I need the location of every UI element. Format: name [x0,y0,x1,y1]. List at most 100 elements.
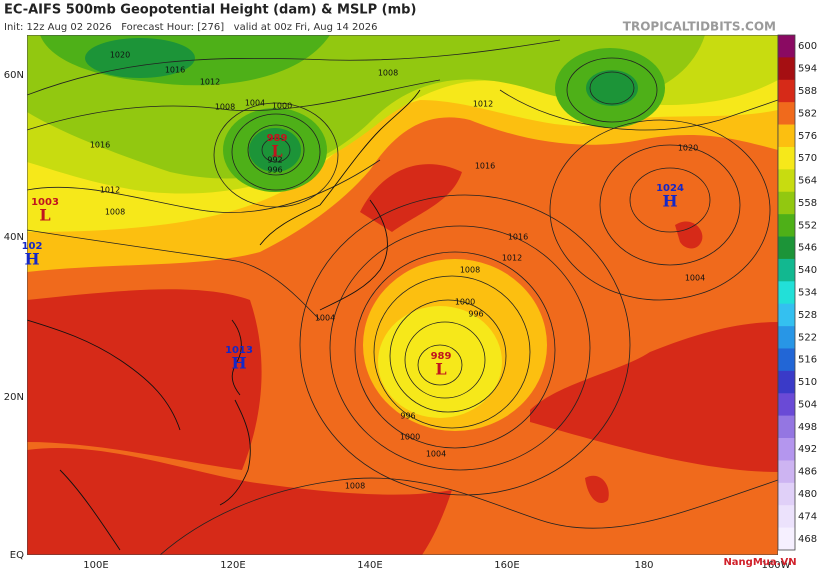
pressure-value: 989 [267,133,288,144]
isobar-label: 996 [468,310,483,319]
pressure-letter: H [231,354,246,373]
isobar-label: 1020 [110,51,130,60]
colorbar-swatch [778,415,795,439]
field-588 [530,322,778,472]
isobar-label: 996 [267,166,282,175]
field-588 [27,447,452,555]
subtitle: Init: 12z Aug 02 2026 Forecast Hour: [27… [4,22,378,33]
isobar-label: 1004 [245,99,265,108]
pressure-letter: L [39,206,50,225]
colorbar-swatch [778,102,795,125]
colorbar-label: 576 [798,131,817,142]
colorbar-label: 510 [798,377,817,388]
isobar-label: 1000 [455,298,475,307]
colorbar-label: 486 [798,467,817,478]
colorbar-label: 468 [798,534,817,545]
pressure-value: 1003 [31,197,59,208]
isobar-label: 1012 [473,100,493,109]
pressure-value: 102 [22,241,43,252]
pressure-letter: H [662,192,677,211]
colorbar-swatch [778,438,795,461]
pressure-value: 1013 [225,345,253,356]
pressure-value: 989 [431,351,452,362]
colorbar-label: 546 [798,243,817,254]
latitude-label: 20N [4,392,24,403]
colorbar-label: 534 [798,288,817,299]
pressure-letter: H [24,250,39,269]
title: EC-AIFS 500mb Geopotential Height (dam) … [4,3,416,18]
colorbar-swatch [778,258,795,282]
colorbar-label: 540 [798,265,817,276]
field-546 [586,70,638,106]
colorbar-label: 480 [798,489,817,500]
isobar-label: 1000 [400,433,420,442]
colorbar-swatch [778,281,795,304]
isobar-label: 1012 [200,78,220,87]
isobar-label: 1004 [426,450,446,459]
isobar-label: 1000 [272,102,292,111]
isobar-label: 1016 [475,162,495,171]
colorbar-label: 558 [798,198,817,209]
isobar-label: 1008 [345,482,365,491]
isobar-label: 1004 [315,314,335,323]
pressure-letter: L [271,142,282,161]
colorbar-swatch [778,35,795,58]
field-546 [85,38,195,78]
colorbar-label: 570 [798,153,817,164]
colorbar-label: 492 [798,444,817,455]
field-588 [360,164,462,232]
longitude-label: 120E [220,560,245,571]
field-570 [378,306,502,418]
isobar-label: 996 [400,412,415,421]
pressure-value: 1024 [656,183,684,194]
colorbar-swatch [778,169,795,193]
colorbar-label: 522 [798,332,817,343]
field-588 [675,221,703,249]
source: TROPICALTIDBITS.COM [623,20,776,34]
colorbar-label: 474 [798,511,817,522]
colorbar-label: 594 [798,64,817,75]
colorbar-swatch [778,214,795,237]
colorbar-swatch [778,482,795,506]
isobar-label: 1020 [678,144,698,153]
colorbar-swatch [778,326,795,349]
isobar-label: 1004 [685,274,705,283]
isobar-label: 1008 [215,103,235,112]
colorbar-swatch [778,348,795,372]
isobar-label: 1016 [165,66,185,75]
colorbar-swatch [778,393,795,416]
longitude-label: 100E [83,560,108,571]
latitude-label: EQ [10,550,24,561]
longitude-label: 180 [634,560,653,571]
pressure-letter: L [435,360,446,379]
colorbar-label: 564 [798,176,817,187]
isobar-label: 992 [267,156,282,165]
colorbar-swatch [778,57,795,81]
colorbar-label: 600 [798,41,817,52]
colorbar-swatch [778,505,795,528]
colorbar-label: 504 [798,399,817,410]
colorbar-swatch [778,146,795,170]
coastlines [27,89,421,551]
colorbar-swatch [778,124,795,148]
isobar-label: 1016 [90,141,110,150]
colorbar-label: 582 [798,108,817,119]
field-588 [585,475,609,504]
colorbar-swatch [778,460,795,484]
colorbar-swatch [778,79,795,103]
isobar-label: 1016 [508,233,528,242]
isobar-label: 1012 [100,186,120,195]
colorbar-swatch [778,527,795,551]
field-546 [249,128,301,172]
colorbar-label: 588 [798,86,817,97]
colorbar-swatch [778,370,795,394]
colorbar-label: 552 [798,220,817,231]
longitude-label: 160E [494,560,519,571]
isobar-label: 1012 [502,254,522,263]
isobar-label: 1008 [105,208,125,217]
latitude-label: 40N [4,232,24,243]
longitude-label: 140E [357,560,382,571]
latitude-label: 60N [4,70,24,81]
